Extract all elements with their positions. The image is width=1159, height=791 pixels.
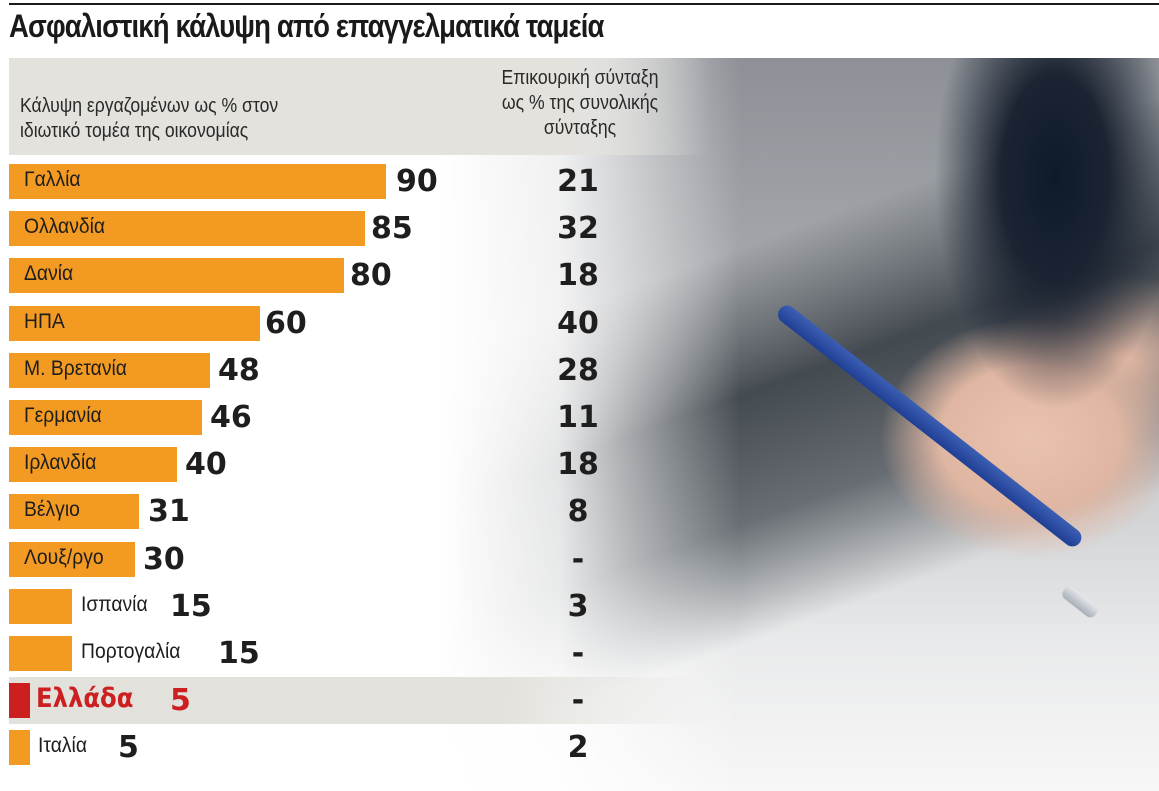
country-label: Μ. Βρετανία <box>24 356 127 380</box>
coverage-value: 48 <box>218 352 260 388</box>
chart-rows: Γαλλία 90 21 Ολλανδία 85 32 Δανία 80 18 ΗΠΑ 60 40 Μ.… <box>0 160 1159 773</box>
table-row: Πορτογαλία 15 - <box>0 632 1159 679</box>
coverage-value: 15 <box>170 588 212 624</box>
country-label: Γερμανία <box>24 403 102 427</box>
coverage-value: 15 <box>218 635 260 671</box>
coverage-value: 60 <box>265 305 307 341</box>
coverage-value: 46 <box>210 399 252 435</box>
supplementary-value: 8 <box>567 494 589 530</box>
country-label: Ιρλανδία <box>24 451 97 475</box>
coverage-bar <box>9 730 30 766</box>
coverage-value: 80 <box>350 258 392 294</box>
table-row: Λουξ/ργο 30 - <box>0 538 1159 585</box>
country-label: Ολλανδία <box>24 215 106 239</box>
supplementary-header-line-2: ως % της συνολικής <box>501 92 659 114</box>
table-row: Ιρλανδία 40 18 <box>0 443 1159 490</box>
highlight-band <box>9 677 709 725</box>
table-row: Γερμανία 46 11 <box>0 396 1159 443</box>
coverage-bar <box>9 258 344 294</box>
coverage-bar <box>9 164 386 199</box>
table-row: Ισπανία 15 3 <box>0 585 1159 632</box>
coverage-value: 90 <box>396 164 438 199</box>
supplementary-header-line-1: Επικουρική σύνταξη <box>501 67 659 89</box>
coverage-value: 31 <box>148 494 190 530</box>
country-label: Ισπανία <box>81 592 148 616</box>
country-label: Γαλλία <box>24 168 81 191</box>
supplementary-value: 32 <box>557 211 599 247</box>
coverage-header-line-2: ιδιωτικό τομέα της οικονομίας <box>20 120 249 142</box>
supplementary-value: 11 <box>557 399 599 435</box>
table-row: Βέλγιο 31 8 <box>0 490 1159 537</box>
supplementary-value: 18 <box>557 258 599 294</box>
header-band <box>9 58 709 155</box>
table-row: Ιταλία 5 2 <box>0 726 1159 773</box>
coverage-column-header: Κάλυψη εργαζομένων ως % στον ιδιωτικό το… <box>20 94 354 144</box>
coverage-bar <box>9 541 135 577</box>
coverage-value: 85 <box>371 211 413 247</box>
country-label: Πορτογαλία <box>81 639 181 663</box>
coverage-bar <box>9 494 139 530</box>
country-label: Δανία <box>24 262 74 286</box>
table-row: Ολλανδία 85 32 <box>0 207 1159 254</box>
country-label: Ελλάδα <box>36 683 134 715</box>
photo-fade <box>440 58 740 791</box>
country-label: Λουξ/ργο <box>24 545 104 569</box>
supplementary-value: 3 <box>567 588 589 624</box>
supplementary-value: - <box>571 683 585 719</box>
country-label: Ιταλία <box>38 734 88 758</box>
supplementary-value: - <box>571 541 585 577</box>
coverage-bar <box>9 399 202 435</box>
coverage-value: 30 <box>143 541 185 577</box>
top-rule <box>9 3 1159 5</box>
table-row: Μ. Βρετανία 48 28 <box>0 349 1159 396</box>
chart-title: Ασφαλιστική κάλυψη από επαγγελματικά ταμ… <box>9 8 604 44</box>
supplementary-column-header: Επικουρική σύνταξη ως % της συνολικής σύ… <box>470 66 690 141</box>
table-row: Γαλλία 90 21 <box>0 160 1159 207</box>
coverage-bar <box>9 447 177 483</box>
table-row: ΗΠΑ 60 40 <box>0 302 1159 349</box>
country-label: Βέλγιο <box>24 498 80 522</box>
coverage-value: 40 <box>185 447 227 483</box>
supplementary-value: 40 <box>557 305 599 341</box>
supplementary-value: 2 <box>567 730 589 766</box>
supplementary-value: 21 <box>557 164 599 199</box>
supplementary-value: - <box>571 635 585 671</box>
coverage-bar <box>9 305 260 341</box>
coverage-value: 5 <box>118 730 139 766</box>
table-row: Ελλάδα 5 - <box>0 677 1159 726</box>
coverage-value: 5 <box>170 683 191 719</box>
coverage-bar <box>9 211 365 247</box>
supplementary-header-line-3: σύνταξης <box>543 117 617 139</box>
supplementary-value: 18 <box>557 447 599 483</box>
coverage-bar <box>9 635 72 671</box>
coverage-header-line-1: Κάλυψη εργαζομένων ως % στον <box>20 95 279 117</box>
supplementary-value: 28 <box>557 352 599 388</box>
table-row: Δανία 80 18 <box>0 254 1159 301</box>
coverage-bar <box>9 588 72 624</box>
coverage-bar <box>9 352 210 388</box>
coverage-bar <box>9 683 30 719</box>
country-label: ΗΠΑ <box>24 309 65 333</box>
